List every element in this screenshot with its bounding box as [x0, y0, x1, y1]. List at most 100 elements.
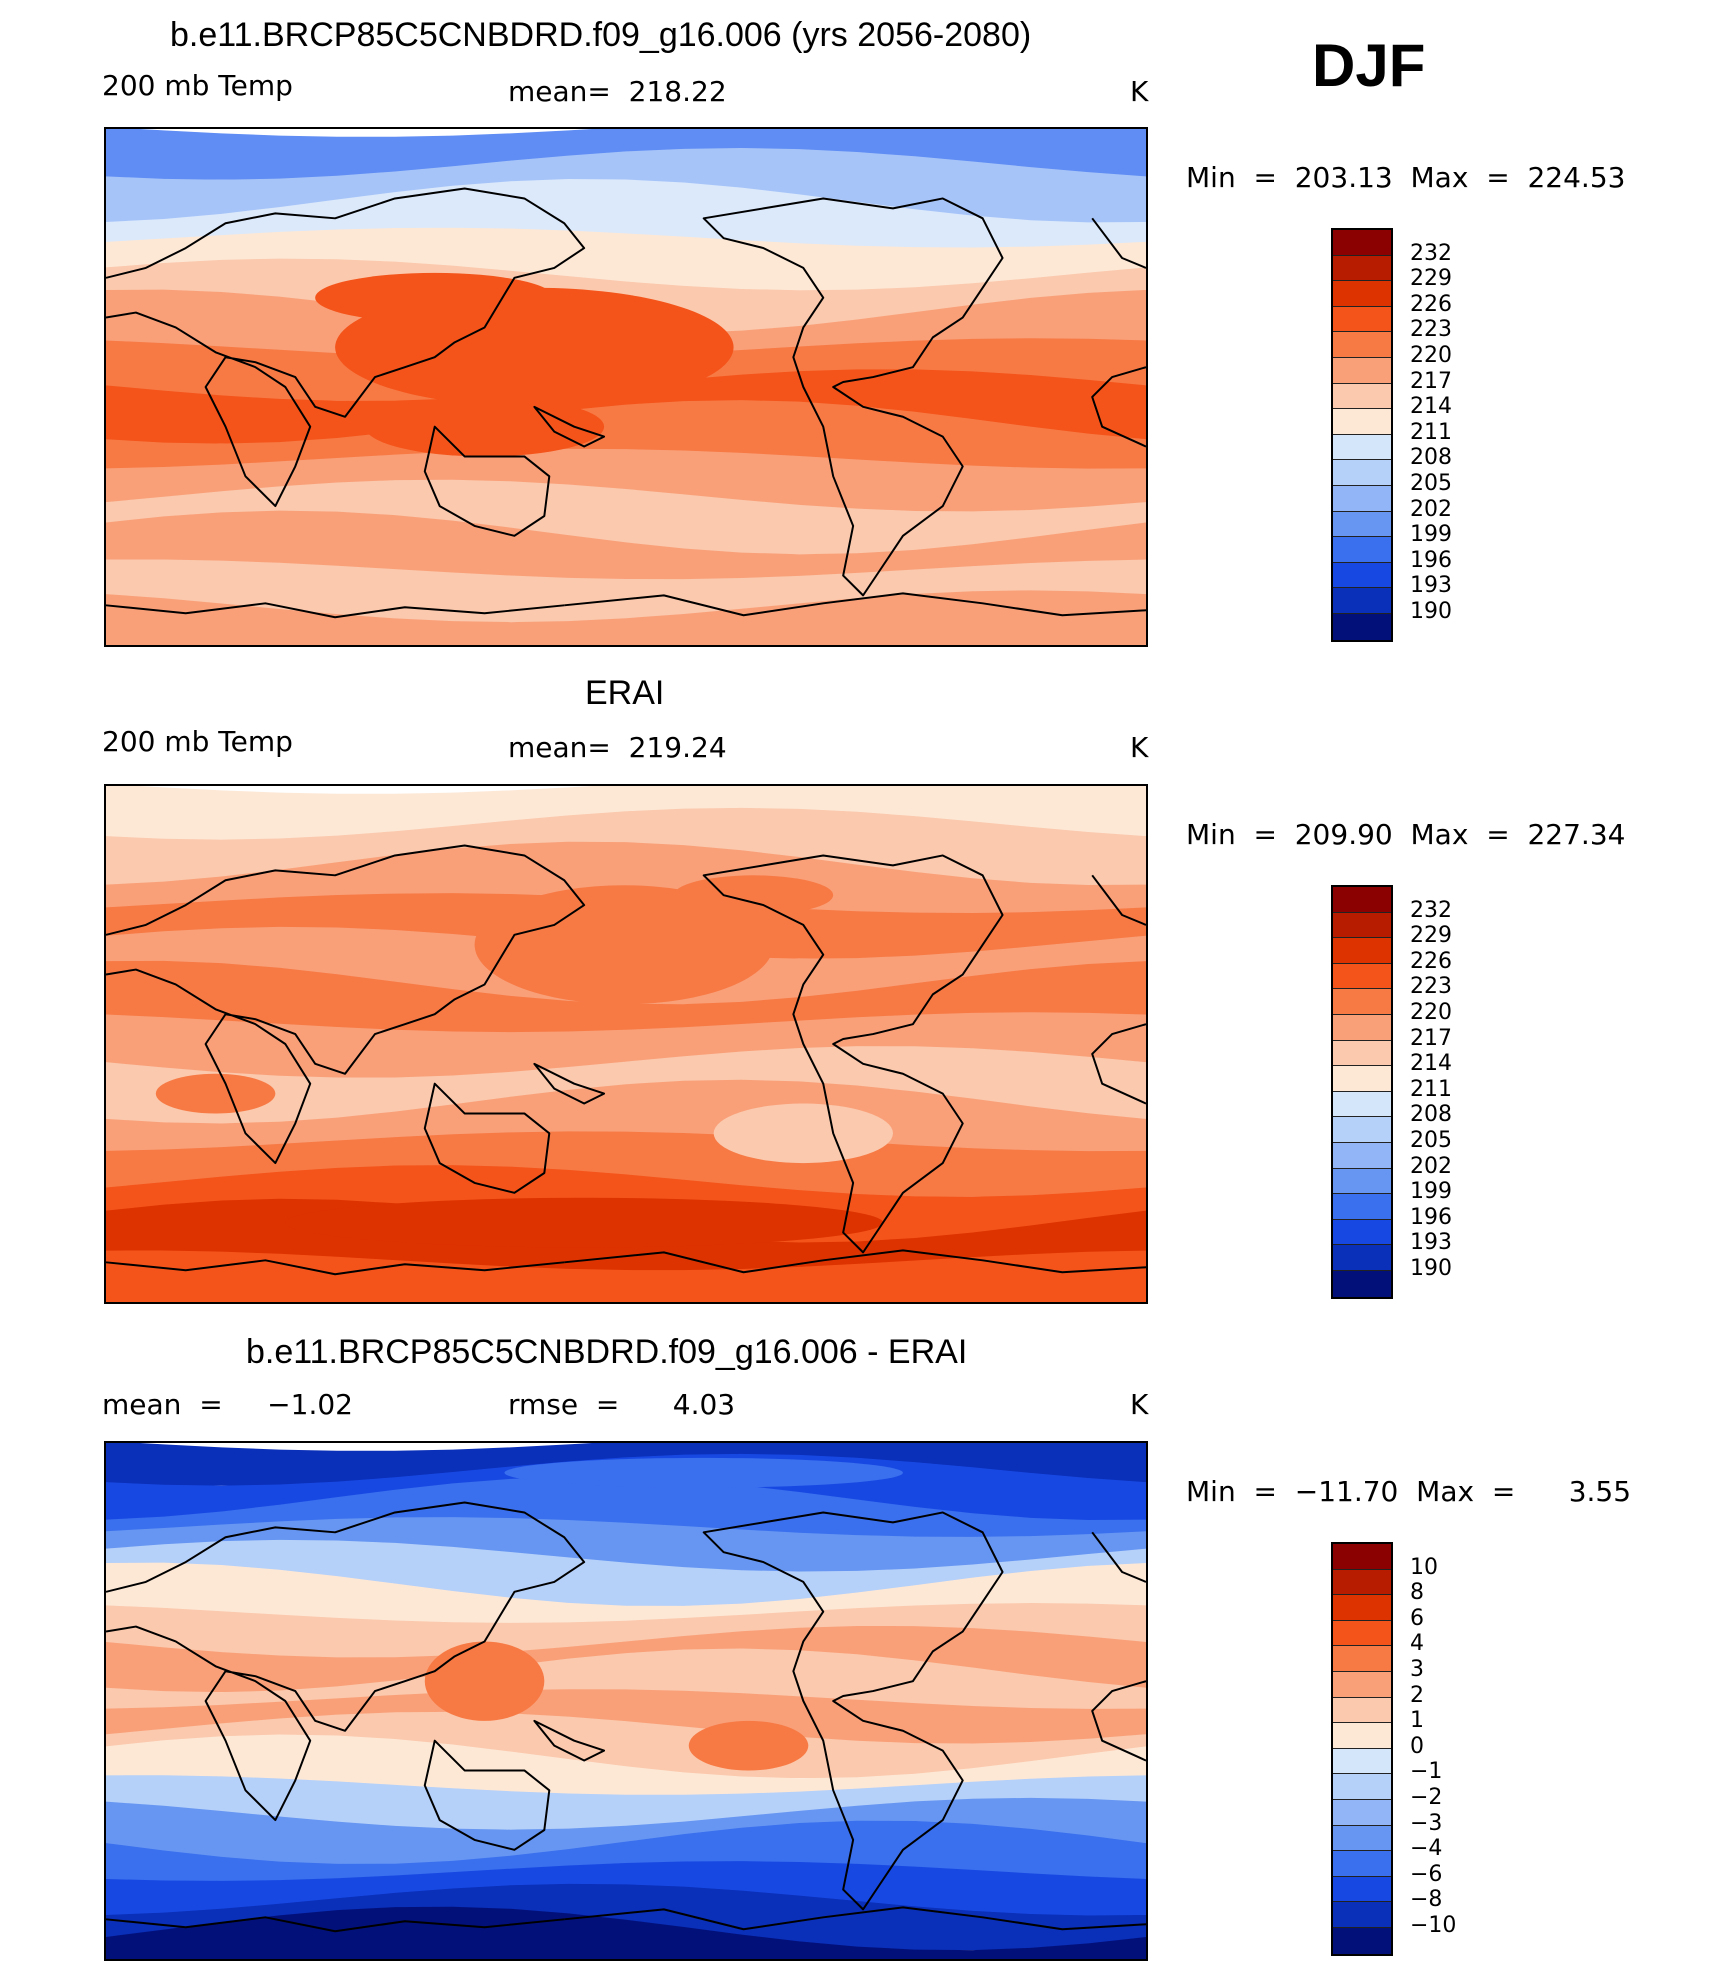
- colorbar-tick-label: −10: [1410, 1913, 1457, 1938]
- colorbar-tick-label: 196: [1410, 547, 1452, 573]
- colorbar-swatch: [1333, 255, 1391, 282]
- colorbar-swatch: [1333, 332, 1391, 358]
- coastline: [1091, 366, 1146, 448]
- coastline: [106, 844, 586, 1165]
- season-label: DJF: [1312, 32, 1426, 99]
- contour-region: [285, 1197, 884, 1248]
- coastline: [106, 602, 565, 619]
- coastline: [1091, 874, 1146, 926]
- colorbar-tick-label: 190: [1410, 1256, 1452, 1281]
- panel-rmse-diff: rmse = 4.03: [508, 1388, 736, 1421]
- colorbar-swatch: [1333, 1194, 1391, 1220]
- panel-mean-model: mean= 218.22: [508, 75, 727, 108]
- colorbar-swatch: [1333, 562, 1391, 589]
- colorbar-swatch: [1333, 434, 1391, 461]
- coastline: [533, 1719, 606, 1762]
- contour-region: [504, 1457, 903, 1488]
- colorbar-swatch: [1333, 1544, 1391, 1570]
- contour-region: [713, 1103, 893, 1164]
- colorbar-swatch: [1333, 281, 1391, 307]
- coastline: [1091, 217, 1146, 269]
- colorbar-swatch: [1333, 938, 1391, 964]
- colorbar-swatch: [1333, 230, 1391, 256]
- colorbar-tick-label: 205: [1410, 1128, 1452, 1153]
- colorbar-swatch: [1333, 1723, 1391, 1749]
- panel-mean-obs: mean= 219.24: [508, 731, 727, 764]
- contour-region: [155, 1073, 276, 1114]
- coastline: [702, 854, 1004, 1254]
- colorbar-tick-label: 232: [1410, 240, 1452, 266]
- colorbar-tick-label: 217: [1410, 368, 1452, 394]
- colorbar-swatch: [1333, 887, 1391, 913]
- colorbar-tick-label: 205: [1410, 471, 1452, 496]
- panel-title-model: b.e11.BRCP85C5CNBDRD.f09_g16.006 (yrs 20…: [170, 16, 1032, 54]
- colorbar-swatch: [1333, 963, 1391, 990]
- coastline: [702, 1511, 1004, 1911]
- colorbar-swatch: [1333, 1117, 1391, 1143]
- colorbar-tick-label: 4: [1410, 1631, 1424, 1657]
- colorbar-swatch: [1333, 306, 1391, 333]
- colorbar-tick-label: 193: [1410, 573, 1452, 599]
- colorbar-swatch: [1333, 1646, 1391, 1672]
- colorbar-swatch: [1333, 1799, 1391, 1826]
- contour-region: [365, 396, 605, 457]
- colorbar-swatch: [1333, 537, 1391, 563]
- colorbar-tick-label: 208: [1410, 1102, 1452, 1128]
- coastline: [423, 1082, 551, 1194]
- panel-unit-diff: K: [1130, 1388, 1149, 1421]
- colorbar-swatch: [1333, 485, 1391, 512]
- contour-band: [106, 590, 1146, 645]
- colorbar-swatch: [1333, 1748, 1391, 1775]
- colorbar-tick-label: 190: [1410, 599, 1452, 624]
- colorbar-swatch: [1333, 613, 1391, 640]
- colorbar-tick-label: 226: [1410, 291, 1452, 317]
- map-field-diff: [106, 1443, 1146, 1959]
- colorbar-tick-label: 214: [1410, 1051, 1452, 1077]
- panel-left-label-model: 200 mb Temp: [102, 69, 293, 102]
- panel-title-obs: ERAI: [585, 674, 665, 712]
- colorbar-swatch: [1333, 409, 1391, 435]
- colorbar-tick-label: 208: [1410, 445, 1452, 471]
- colorbar-tick-label: 8: [1410, 1580, 1424, 1606]
- coastline: [564, 592, 1146, 617]
- colorbar-swatch: [1333, 1091, 1391, 1118]
- coastline: [106, 1916, 565, 1933]
- colorbar-tick-label: 202: [1410, 1153, 1452, 1179]
- colorbar-swatch: [1333, 1270, 1391, 1297]
- colorbar-tick-label: 220: [1410, 1000, 1452, 1025]
- coastline: [106, 187, 586, 508]
- colorbar-swatch: [1333, 1245, 1391, 1271]
- minmax-model: Min = 203.13 Max = 224.53: [1186, 161, 1626, 194]
- panel-mean-diff: mean = −1.02: [102, 1388, 353, 1421]
- coastline: [106, 1259, 565, 1276]
- minmax-obs: Min = 209.90 Max = 227.34: [1186, 818, 1626, 851]
- colorbar-tick-label: 214: [1410, 394, 1452, 420]
- minmax-diff: Min = −11.70 Max = 3.55: [1186, 1475, 1632, 1508]
- coastline: [106, 1501, 586, 1822]
- colorbar-swatch: [1333, 989, 1391, 1015]
- colorbar-tick-label: 3: [1410, 1657, 1424, 1682]
- colorbar-tick-label: 226: [1410, 948, 1452, 974]
- map-diff: [104, 1441, 1148, 1961]
- colorbar-swatch: [1333, 1927, 1391, 1954]
- colorbar-tick-label: 10: [1410, 1554, 1438, 1580]
- contour-band: [106, 1250, 1146, 1302]
- colorbar-swatch: [1333, 383, 1391, 410]
- panel-title-diff: b.e11.BRCP85C5CNBDRD.f09_g16.006 - ERAI: [246, 1333, 968, 1371]
- map-field-obs: [106, 786, 1146, 1302]
- contour-band: [106, 1906, 1146, 1959]
- colorbar-swatch: [1333, 1851, 1391, 1877]
- panel-left-label-obs: 200 mb Temp: [102, 725, 293, 758]
- colorbar-swatch: [1333, 1569, 1391, 1596]
- colorbar-tick-label: 223: [1410, 974, 1452, 1000]
- contour-region: [315, 272, 555, 323]
- colorbar-swatch: [1333, 1168, 1391, 1195]
- colorbar-swatch: [1333, 1595, 1391, 1621]
- panel-unit-obs: K: [1130, 731, 1149, 764]
- colorbar-obs: [1331, 885, 1393, 1299]
- map-field-model: [106, 129, 1146, 645]
- colorbar-swatch: [1333, 1671, 1391, 1698]
- coastline: [702, 197, 1004, 597]
- colorbar-swatch: [1333, 1066, 1391, 1092]
- colorbar-tick-label: 196: [1410, 1204, 1452, 1230]
